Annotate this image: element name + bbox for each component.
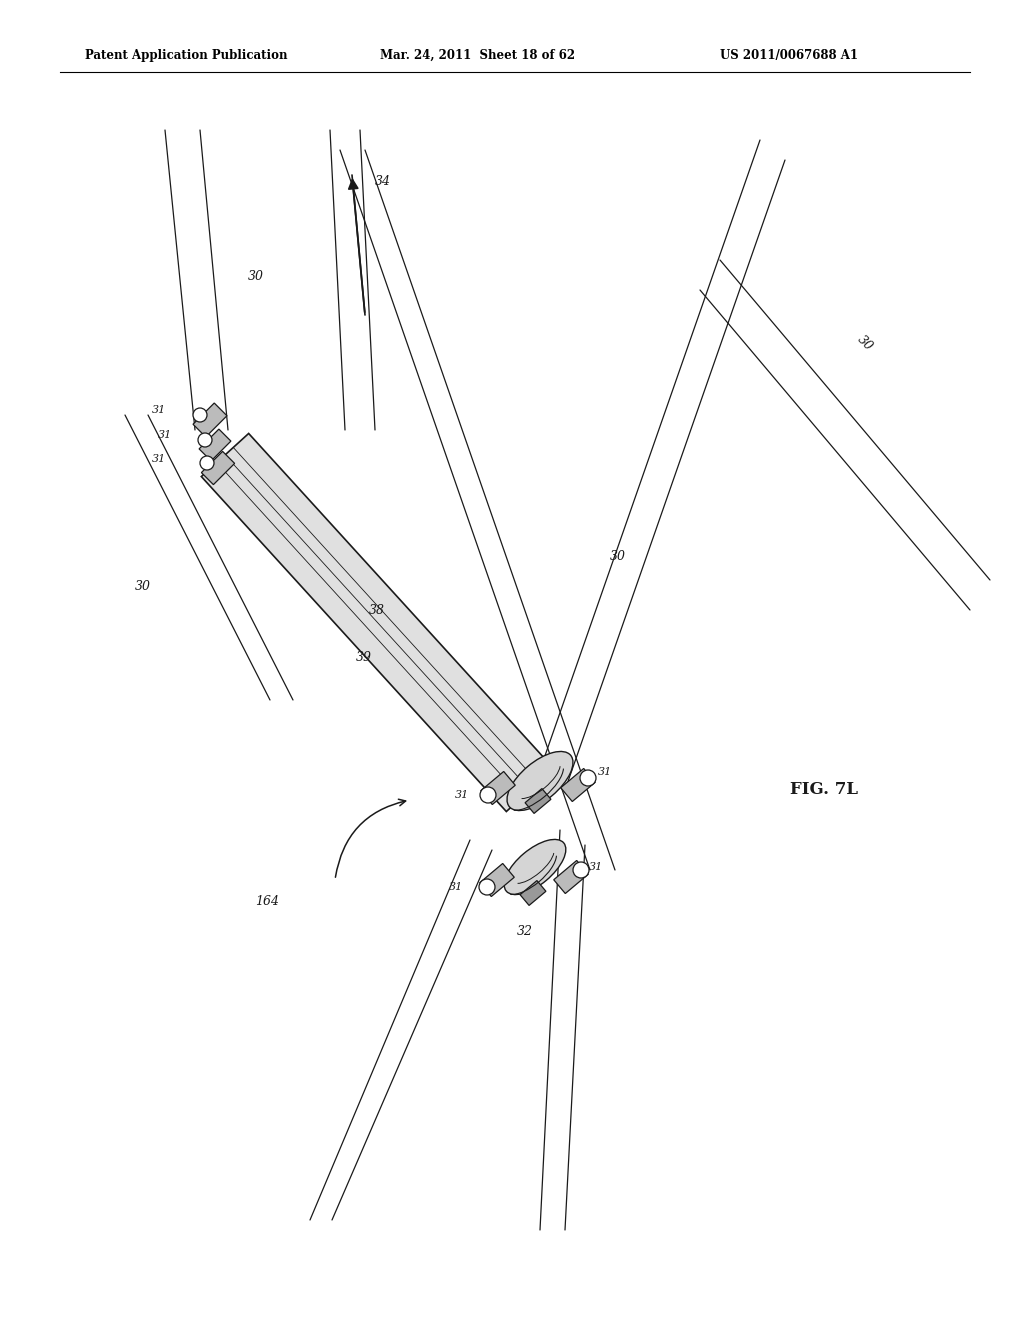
Polygon shape: [520, 880, 546, 906]
Ellipse shape: [507, 751, 573, 810]
Polygon shape: [480, 771, 515, 804]
Circle shape: [193, 408, 207, 422]
Text: 32: 32: [517, 925, 534, 939]
Circle shape: [480, 787, 496, 803]
Polygon shape: [554, 861, 588, 894]
Polygon shape: [202, 433, 554, 812]
Text: 39: 39: [356, 651, 372, 664]
Circle shape: [479, 879, 495, 895]
Polygon shape: [561, 768, 595, 801]
Text: 30: 30: [135, 579, 151, 593]
Text: 31: 31: [449, 882, 463, 892]
Text: Mar. 24, 2011  Sheet 18 of 62: Mar. 24, 2011 Sheet 18 of 62: [380, 49, 575, 62]
Polygon shape: [479, 863, 514, 896]
Polygon shape: [525, 788, 551, 813]
Text: Patent Application Publication: Patent Application Publication: [85, 49, 288, 62]
Circle shape: [573, 862, 589, 878]
Text: 31: 31: [158, 430, 172, 440]
Text: 31: 31: [152, 454, 166, 465]
Circle shape: [198, 433, 212, 447]
Text: 30: 30: [248, 271, 264, 282]
Text: 31: 31: [589, 862, 603, 873]
Text: 31: 31: [598, 767, 612, 777]
Text: 30: 30: [610, 550, 626, 564]
Ellipse shape: [504, 840, 566, 895]
Text: 30: 30: [855, 333, 876, 352]
Polygon shape: [199, 429, 230, 461]
Polygon shape: [194, 403, 227, 437]
Text: US 2011/0067688 A1: US 2011/0067688 A1: [720, 49, 858, 62]
Text: 164: 164: [255, 895, 279, 908]
Text: FIG. 7L: FIG. 7L: [790, 781, 858, 799]
Text: 38: 38: [369, 605, 385, 616]
Text: 34: 34: [375, 176, 391, 187]
Polygon shape: [202, 451, 234, 484]
Circle shape: [580, 770, 596, 785]
Text: 31: 31: [152, 405, 166, 414]
Text: 31: 31: [455, 789, 469, 800]
Circle shape: [200, 455, 214, 470]
